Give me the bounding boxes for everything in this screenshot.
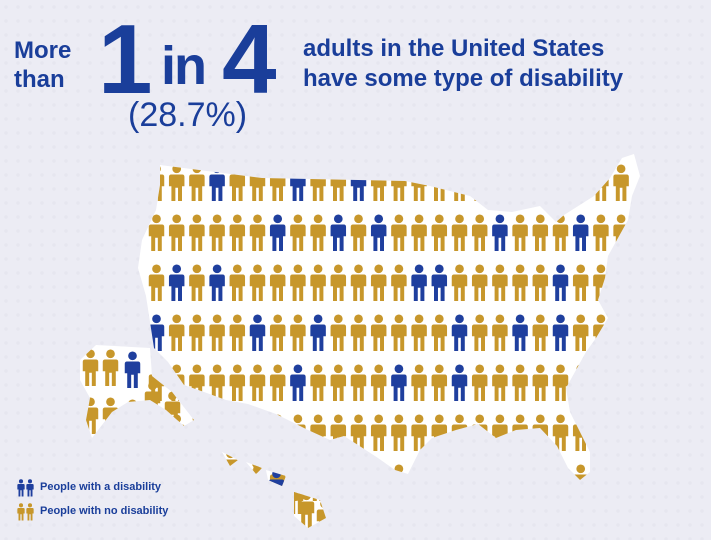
legend-label-disability: People with a disability bbox=[40, 481, 162, 493]
person-no-disability-icon bbox=[572, 164, 589, 201]
person-no-disability-icon bbox=[168, 464, 185, 501]
person-disability-icon bbox=[613, 264, 629, 301]
person-no-disability-icon bbox=[492, 464, 508, 501]
headline-prefix-line2: than bbox=[14, 66, 65, 93]
person-no-disability-icon bbox=[492, 164, 508, 201]
person-disability-icon bbox=[552, 164, 569, 201]
person-no-disability-icon bbox=[249, 414, 266, 451]
person-no-disability-icon bbox=[512, 464, 528, 501]
headline-big-in: in bbox=[161, 36, 207, 96]
person-no-disability-icon bbox=[209, 464, 225, 501]
person-no-disability-icon bbox=[411, 464, 427, 501]
person-no-disability-icon bbox=[370, 464, 387, 501]
person-no-disability-icon bbox=[229, 414, 246, 451]
headline-big-four: 4 bbox=[222, 4, 277, 114]
person-no-disability-icon bbox=[471, 464, 488, 501]
person-no-disability-icon bbox=[512, 164, 528, 201]
headline-suffix-line2: have some type of disability bbox=[303, 65, 624, 92]
legend-label-no-disability: People with no disability bbox=[40, 505, 169, 517]
headline-percent: (28.7%) bbox=[128, 96, 248, 134]
person-no-disability-icon bbox=[229, 464, 246, 501]
person-disability-icon bbox=[593, 364, 609, 401]
person-disability-icon bbox=[17, 479, 34, 497]
headline-suffix-line1: adults in the United States bbox=[303, 35, 605, 62]
headline-prefix-line1: More bbox=[14, 37, 72, 64]
person-no-disability-icon bbox=[189, 464, 205, 501]
person-no-disability-icon bbox=[269, 414, 286, 451]
headline: More than 1 in 4 (28.7%) adults in the U… bbox=[0, 0, 711, 140]
person-no-disability-icon bbox=[350, 464, 367, 501]
headline-big-one: 1 bbox=[98, 4, 152, 114]
headline-prefix: More than bbox=[14, 36, 71, 94]
person-no-disability-icon bbox=[613, 414, 629, 451]
person-no-disability-icon bbox=[451, 464, 468, 501]
person-no-disability-icon bbox=[613, 464, 629, 501]
person-no-disability-icon bbox=[17, 503, 34, 521]
person-no-disability-icon bbox=[593, 414, 609, 451]
person-no-disability-icon bbox=[330, 464, 347, 501]
headline-suffix: adults in the United States have some ty… bbox=[303, 34, 623, 94]
person-no-disability-icon bbox=[124, 399, 141, 436]
person-no-disability-icon bbox=[431, 464, 448, 501]
person-no-disability-icon bbox=[148, 414, 165, 451]
person-no-disability-icon bbox=[471, 164, 488, 201]
person-no-disability-icon bbox=[532, 464, 549, 501]
person-no-disability-icon bbox=[613, 314, 629, 351]
person-no-disability-icon bbox=[613, 364, 629, 401]
person-no-disability-icon bbox=[532, 164, 549, 201]
person-no-disability-icon bbox=[552, 464, 569, 501]
person-no-disability-icon bbox=[310, 464, 326, 501]
person-no-disability-icon bbox=[593, 464, 609, 501]
person-no-disability-icon bbox=[209, 414, 225, 451]
